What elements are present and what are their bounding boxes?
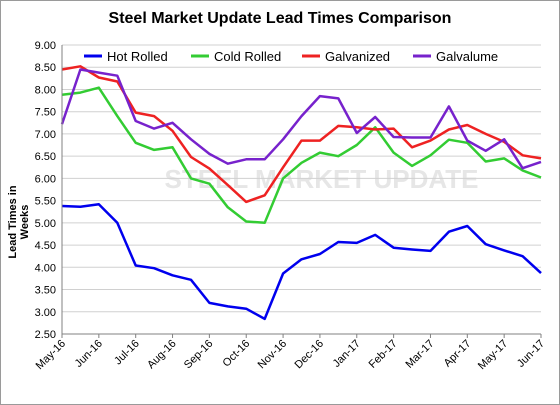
legend-label-hot-rolled: Hot Rolled (107, 49, 168, 64)
x-tick-label: Jun-16 (73, 338, 105, 370)
series-line-galvalume (60, 68, 542, 170)
watermark-text: STEEL MARKET UPDATE (165, 164, 479, 194)
legend-label-galvalume: Galvalume (436, 49, 498, 64)
x-tick-label: Mar-17 (403, 338, 436, 371)
y-tick-label: 8.00 (35, 84, 56, 96)
x-tick-label: May-17 (476, 338, 510, 372)
y-tick-label: 9.00 (35, 40, 56, 52)
series-line-cold-rolled (61, 86, 542, 225)
x-tick-label: Jul-16 (112, 338, 142, 368)
y-tick-label: 3.00 (35, 307, 56, 319)
y-tick-label: 6.50 (35, 151, 56, 163)
legend-label-galvanized: Galvanized (325, 49, 390, 64)
y-tick-label: 7.50 (35, 107, 56, 119)
legend-label-cold-rolled: Cold Rolled (214, 49, 281, 64)
y-tick-label: 5.00 (35, 218, 56, 230)
x-tick-label: Dec-16 (292, 338, 326, 372)
series-line-hot-rolled (61, 202, 542, 321)
y-tick-label: 7.00 (35, 129, 56, 141)
x-tick-label: Aug-16 (145, 338, 179, 372)
y-tick-label: 2.50 (35, 329, 56, 341)
x-tick-label: Apr-17 (442, 338, 474, 370)
x-tick-label: Oct-16 (221, 338, 253, 370)
y-tick-label: 3.50 (35, 285, 56, 297)
y-tick-label: 8.50 (35, 62, 56, 74)
y-tick-label: 6.00 (35, 173, 56, 185)
x-tick-label: May-16 (34, 338, 68, 372)
y-tick-label: 4.00 (35, 262, 56, 274)
series-line-galvanized (61, 65, 542, 204)
chart-title: Steel Market Update Lead Times Compariso… (108, 10, 452, 27)
y-tick-label: 4.50 (35, 240, 56, 252)
x-tick-label: Jun-17 (515, 338, 547, 370)
x-tick-label: Jan-17 (331, 338, 363, 370)
x-tick-label: Sep-16 (182, 338, 216, 372)
x-tick-label: Feb-17 (367, 338, 400, 371)
y-tick-label: 5.50 (35, 196, 56, 208)
x-tick-label: Nov-16 (256, 338, 290, 372)
